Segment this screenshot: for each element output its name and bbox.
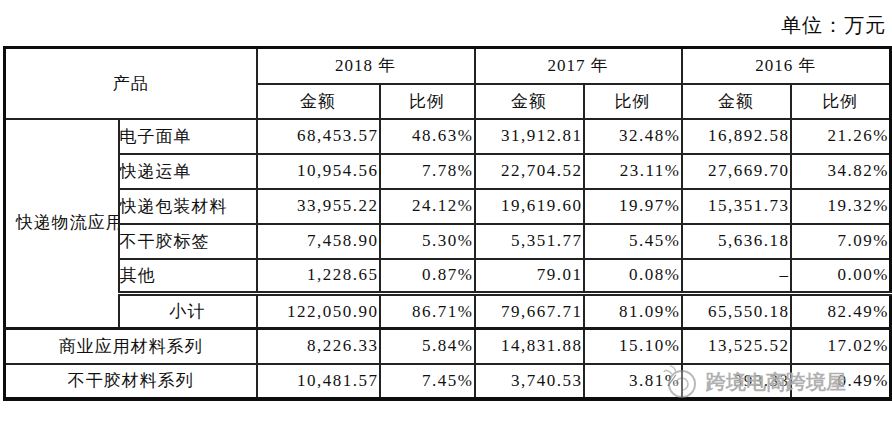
group-label-text: 快递物流应用材料系列 — [16, 208, 108, 238]
amount-2017: 5,351.77 — [475, 224, 584, 259]
ratio-2016: 19.32% — [791, 189, 891, 224]
amount-header-2018: 金额 — [257, 84, 380, 119]
amount-header-2017: 金额 — [475, 84, 584, 119]
table-row-express-waybill: 快递运单 10,954.56 7.78% 22,704.52 23.11% 27… — [5, 154, 891, 189]
amount-2018: 68,453.57 — [257, 119, 380, 154]
amount-2018: 33,955.22 — [257, 189, 380, 224]
table-row-adhesive-labels: 不干胶标签 7,458.90 5.30% 5,351.77 5.45% 5,63… — [5, 224, 891, 259]
amount-2017: 79.01 — [475, 259, 584, 294]
table-row-others: 其他 1,228.65 0.87% 79.01 0.08% – 0.00% — [5, 259, 891, 294]
ratio-2016: 17.02% — [791, 329, 891, 364]
row-label: 小计 — [119, 294, 257, 329]
ratio-2016: 7.09% — [791, 224, 891, 259]
header-row-years: 产品 2018 年 2017 年 2016 年 — [5, 48, 891, 84]
table-row-commercial-materials: 商业应用材料系列 8,226.33 5.84% 14,831.88 15.10%… — [5, 329, 891, 364]
year-header-2016: 2016 年 — [682, 48, 891, 84]
ratio-2018: 48.63% — [380, 119, 475, 154]
amount-2016: 15,351.73 — [682, 189, 791, 224]
ratio-2016: 34.82% — [791, 154, 891, 189]
amount-2017: 14,831.88 — [475, 329, 584, 364]
ratio-2017: 23.11% — [584, 154, 682, 189]
ratio-2017: 32.48% — [584, 119, 682, 154]
amount-2016: 5,636.18 — [682, 224, 791, 259]
amount-2016: 27,669.70 — [682, 154, 791, 189]
table-row-adhesive-materials: 不干胶材料系列 10,481.57 7.45% 3,740.53 3.81% 3… — [5, 364, 891, 399]
ratio-header-2016: 比例 — [791, 84, 891, 119]
amount-2018: 10,481.57 — [257, 364, 380, 399]
amount-2017: 19,619.60 — [475, 189, 584, 224]
amount-2018: 7,458.90 — [257, 224, 380, 259]
row-label: 其他 — [119, 259, 257, 294]
amount-2016: 16,892.58 — [682, 119, 791, 154]
amount-header-2016: 金额 — [682, 84, 791, 119]
ratio-2017: 81.09% — [584, 294, 682, 329]
amount-2016: 13,525.52 — [682, 329, 791, 364]
table-row-subtotal: 小计 122,050.90 86.71% 79,667.71 81.09% 65… — [5, 294, 891, 329]
amount-2017: 22,704.52 — [475, 154, 584, 189]
ratio-2016: 0.00% — [791, 259, 891, 294]
ratio-2016: 21.26% — [791, 119, 891, 154]
amount-2017: 3,740.53 — [475, 364, 584, 399]
ratio-2018: 7.45% — [380, 364, 475, 399]
group-label-express-logistics: 快递物流应用材料系列 — [5, 119, 119, 329]
table-row-packaging-materials: 快递包装材料 33,955.22 24.12% 19,619.60 19.97%… — [5, 189, 891, 224]
unit-label: 单位：万元 — [781, 12, 886, 39]
amount-2018: 8,226.33 — [257, 329, 380, 364]
amount-2018: 1,228.65 — [257, 259, 380, 294]
year-header-2017: 2017 年 — [475, 48, 682, 84]
amount-2018: 10,954.56 — [257, 154, 380, 189]
ratio-2017: 3.81% — [584, 364, 682, 399]
ratio-2018: 7.78% — [380, 154, 475, 189]
row-label: 不干胶材料系列 — [5, 364, 257, 399]
amount-2017: 31,912.81 — [475, 119, 584, 154]
amount-2016: 393.33 — [682, 364, 791, 399]
ratio-2017: 19.97% — [584, 189, 682, 224]
ratio-2017: 5.45% — [584, 224, 682, 259]
product-header: 产品 — [5, 48, 257, 119]
year-header-2018: 2018 年 — [257, 48, 475, 84]
amount-2017: 79,667.71 — [475, 294, 584, 329]
ratio-2017: 15.10% — [584, 329, 682, 364]
row-label: 电子面单 — [119, 119, 257, 154]
ratio-header-2018: 比例 — [380, 84, 475, 119]
row-label: 商业应用材料系列 — [5, 329, 257, 364]
row-label: 快递包装材料 — [119, 189, 257, 224]
table-row-electronic-waybill: 快递物流应用材料系列 电子面单 68,453.57 48.63% 31,912.… — [5, 119, 891, 154]
ratio-header-2017: 比例 — [584, 84, 682, 119]
ratio-2016: 82.49% — [791, 294, 891, 329]
ratio-2018: 5.84% — [380, 329, 475, 364]
row-label: 快递运单 — [119, 154, 257, 189]
ratio-2016: 0.49% — [791, 364, 891, 399]
product-revenue-table: 产品 2018 年 2017 年 2016 年 金额 比例 金额 比例 金额 比… — [3, 46, 892, 401]
ratio-2018: 86.71% — [380, 294, 475, 329]
amount-2016: 65,550.18 — [682, 294, 791, 329]
ratio-2018: 5.30% — [380, 224, 475, 259]
ratio-2018: 0.87% — [380, 259, 475, 294]
row-label: 不干胶标签 — [119, 224, 257, 259]
page: 单位：万元 产品 2018 年 2017 年 2016 年 金额 比例 金额 比 — [0, 0, 892, 423]
amount-2016: – — [682, 259, 791, 294]
ratio-2017: 0.08% — [584, 259, 682, 294]
amount-2018: 122,050.90 — [257, 294, 380, 329]
ratio-2018: 24.12% — [380, 189, 475, 224]
